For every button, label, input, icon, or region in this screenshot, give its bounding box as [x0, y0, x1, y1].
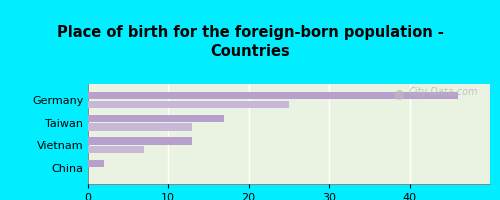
Text: ●: ●: [394, 87, 404, 100]
Text: City-Data.com: City-Data.com: [408, 87, 478, 97]
Bar: [88, 101, 289, 108]
Bar: [88, 115, 224, 122]
Text: Place of birth for the foreign-born population -
Countries: Place of birth for the foreign-born popu…: [56, 25, 444, 59]
Bar: [88, 146, 144, 153]
Bar: [88, 92, 458, 99]
Bar: [88, 160, 104, 167]
Bar: [88, 123, 192, 131]
Bar: [88, 137, 192, 145]
